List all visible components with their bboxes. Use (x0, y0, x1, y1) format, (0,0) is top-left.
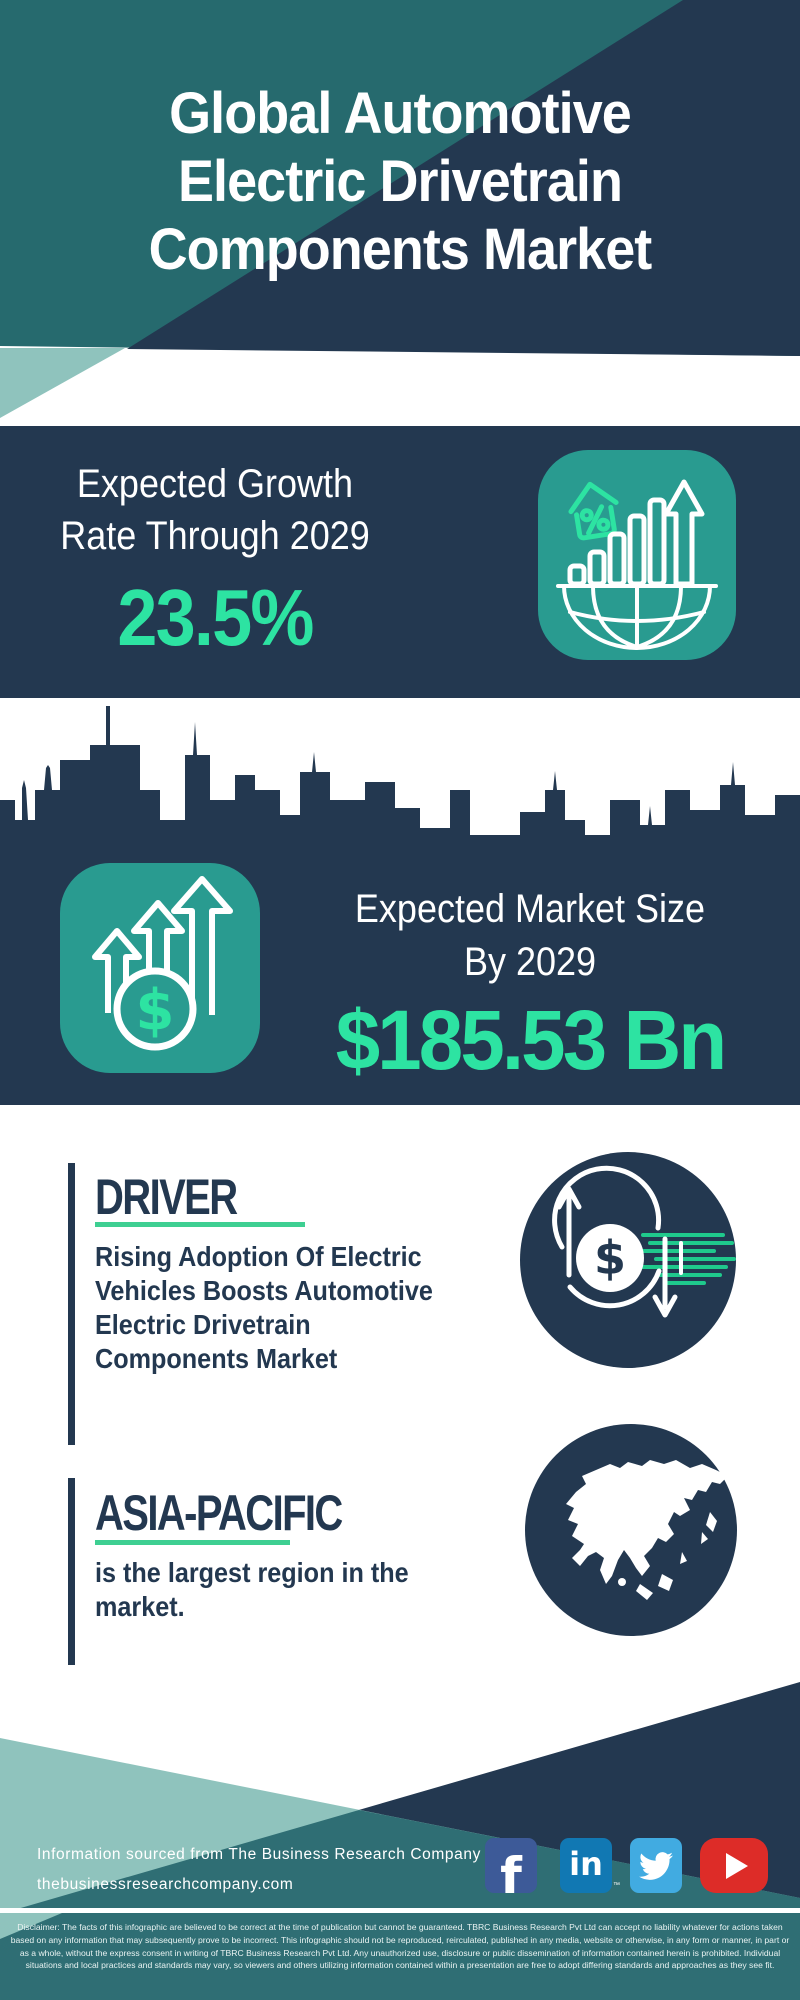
up-arrow-icon (556, 1186, 582, 1210)
growth-heading-line: Expected Growth (76, 462, 354, 506)
region-text-line: market. (95, 1591, 185, 1622)
down-arrow-icon (652, 1294, 678, 1318)
growth-rate-value: 23.5% (117, 573, 314, 662)
driver-text-line: Electric Drivetrain (95, 1309, 311, 1340)
dollar-exchange-icon: $ (520, 1152, 736, 1368)
market-heading-line: Expected Market Size (354, 887, 706, 931)
growth-rate-heading: Expected Growth Rate Through 2029 (26, 458, 404, 562)
driver-text-line: Components Market (95, 1343, 338, 1374)
header-navy-shape (127, 0, 800, 356)
dollar-circle-icon (576, 1224, 644, 1292)
region-underline (95, 1540, 290, 1545)
facebook-icon[interactable]: f (485, 1838, 537, 1893)
market-heading-line: By 2029 (463, 940, 597, 984)
speed-lines-icon (641, 1233, 736, 1285)
house-percent-icon (568, 481, 619, 541)
footer-separator-line (0, 1908, 800, 1913)
driver-accent-bar (68, 1163, 75, 1445)
region-accent-bar (68, 1478, 75, 1665)
linkedin-icon[interactable]: in (560, 1838, 612, 1893)
disclaimer-text: Disclaimer: The facts of this infographi… (10, 1922, 790, 1971)
city-skyline (0, 706, 800, 845)
footer-source-line: Information sourced from The Business Re… (37, 1846, 481, 1863)
asia-continent-silhouette (566, 1460, 728, 1600)
region-text: is the largest region in the market. (95, 1556, 409, 1624)
exchange-arc-top (552, 1165, 662, 1250)
triple-up-arrows-icon (92, 876, 233, 1015)
linkedin-trademark: ™ (613, 1882, 620, 1889)
linkedin-in-glyph: in (569, 1844, 603, 1883)
region-text-line: is the largest region in the (95, 1557, 409, 1588)
driver-text-line: Rising Adoption Of Electric (95, 1241, 422, 1272)
page-title-line: Components Market (148, 217, 653, 282)
page-title: Global Automotive Electric Drivetrain Co… (28, 80, 772, 284)
globe-icon (556, 584, 718, 650)
market-size-value: $185.53 Bn (335, 993, 727, 1087)
header-lightteal-triangle (0, 348, 125, 418)
dollar-sign: $ (594, 1231, 626, 1285)
footer-source: Information sourced from The Business Re… (37, 1840, 481, 1900)
market-size-heading: Expected Market Size By 2029 (296, 883, 764, 989)
page-title-line: Global Automotive (169, 81, 632, 146)
region-heading: ASIA-PACIFIC (95, 1485, 343, 1541)
facebook-f-glyph: f (500, 1846, 522, 1894)
twitter-bird-glyph (639, 1851, 673, 1880)
disclaimer-corner-wedge (0, 1913, 62, 1939)
youtube-icon[interactable] (700, 1838, 768, 1893)
dollar-sign: $ (136, 978, 175, 1043)
twitter-icon[interactable] (630, 1838, 682, 1893)
footer-website-link[interactable]: thebusinessresearchcompany.com (37, 1876, 294, 1893)
dollar-circle-icon (113, 967, 197, 1051)
up-arrow-icon (663, 479, 705, 587)
growth-chart-globe-icon (538, 450, 736, 660)
driver-underline (95, 1222, 305, 1227)
asia-map-icon (525, 1424, 737, 1636)
driver-heading: DRIVER (95, 1169, 238, 1225)
exchange-arc-bottom (567, 1268, 662, 1309)
page-title-line: Electric Drivetrain (177, 149, 623, 214)
header-background (0, 0, 800, 418)
driver-text-line: Vehicles Boosts Automotive (95, 1275, 433, 1306)
rising-arrows-dollar-icon: $ (60, 863, 260, 1073)
disclaimer-band: Disclaimer: The facts of this infographi… (0, 1913, 800, 2000)
driver-text: Rising Adoption Of Electric Vehicles Boo… (95, 1240, 433, 1376)
growth-heading-line: Rate Through 2029 (60, 514, 370, 558)
play-triangle-glyph (726, 1852, 748, 1879)
